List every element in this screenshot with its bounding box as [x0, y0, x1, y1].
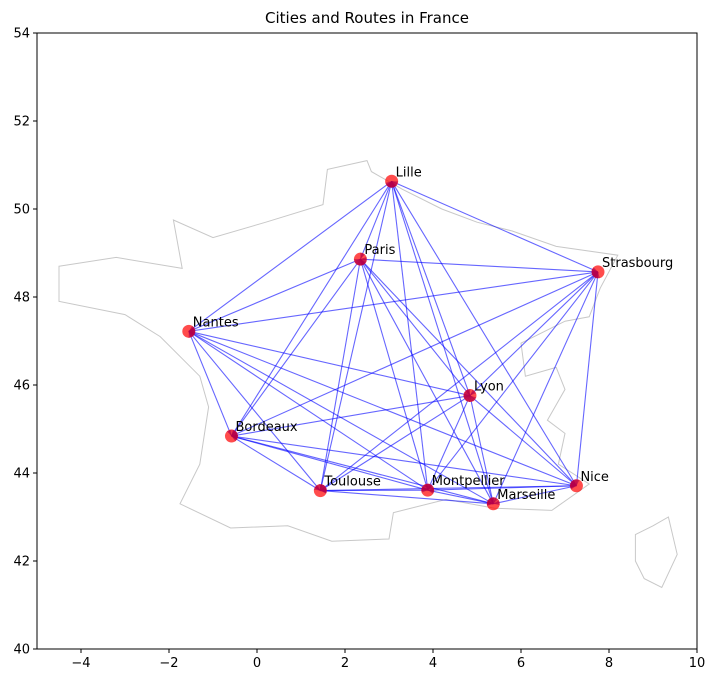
route-line [492, 271, 599, 505]
route-line [188, 180, 392, 332]
route-line [427, 395, 471, 491]
city-point [591, 265, 605, 279]
route-line [469, 271, 599, 396]
route-line [188, 330, 429, 491]
x-tick-label: 0 [253, 656, 261, 671]
plot-area-frame [36, 32, 698, 650]
y-tick-label: 52 [13, 115, 30, 130]
route-line [427, 271, 599, 491]
y-tick-label: 42 [13, 555, 30, 570]
city-point [313, 484, 327, 498]
route-line [360, 258, 577, 487]
route-line [359, 258, 494, 505]
y-tick-label: 44 [13, 467, 30, 482]
x-tick-label: −2 [159, 656, 178, 671]
corsica-polygon [634, 516, 678, 589]
route-line [231, 435, 321, 492]
route-line [427, 489, 494, 505]
route-line [391, 181, 471, 396]
route-line [359, 258, 471, 396]
x-tick-label: 6 [517, 656, 525, 671]
route-line [469, 395, 577, 487]
city-label: Nice [580, 470, 608, 485]
france-outline [58, 160, 678, 589]
chart-title: Cities and Routes in France [265, 9, 469, 27]
route-line [231, 395, 471, 437]
x-tick-label: −4 [71, 656, 90, 671]
x-tick-label: 8 [605, 656, 613, 671]
y-tick-label: 40 [13, 643, 30, 658]
city-point [463, 389, 477, 403]
city-label: Toulouse [323, 475, 381, 490]
route-line [319, 259, 361, 491]
y-tick-label: 54 [13, 27, 30, 42]
route-line [188, 271, 599, 332]
city-point [486, 497, 500, 511]
x-tick-label: 4 [429, 656, 437, 671]
y-tick-label: 48 [13, 291, 30, 306]
route-line [320, 271, 599, 492]
city-point [182, 324, 196, 338]
x-axis: −4 −2 0 2 4 6 8 10 [71, 649, 705, 671]
route-line [391, 180, 599, 273]
route-line [319, 181, 393, 491]
city-point [569, 479, 583, 493]
y-axis: 40 42 44 46 48 50 52 54 [13, 27, 37, 658]
route-line [359, 259, 429, 491]
route-line [360, 258, 599, 273]
route-line [469, 395, 494, 504]
route-line [391, 180, 577, 487]
city-label: Lille [396, 165, 422, 180]
route-line [320, 395, 471, 492]
route-line [188, 330, 577, 487]
x-tick-label: 10 [689, 656, 706, 671]
city-label: Nantes [193, 315, 239, 330]
city-label: Paris [364, 243, 395, 258]
route-line [320, 485, 577, 492]
city-point [353, 252, 367, 266]
route-line [231, 180, 393, 437]
city-point [421, 483, 435, 497]
route-line [359, 181, 393, 260]
city-point [385, 174, 399, 188]
route-line [320, 490, 494, 505]
city-label: Marseille [497, 488, 555, 503]
route-line [231, 435, 494, 505]
route-line [391, 181, 494, 504]
city-label: Strasbourg [602, 256, 673, 271]
city-label: Montpellier [432, 474, 506, 489]
route-line [188, 330, 471, 397]
route-line [231, 258, 361, 437]
routes-layer [188, 180, 600, 506]
route-line [575, 271, 599, 486]
route-line [493, 485, 577, 505]
city-label: Bordeaux [235, 420, 297, 435]
y-tick-label: 50 [13, 203, 30, 218]
city-labels-layer: Lille Paris Strasbourg Nantes Lyon Bordeaux Ni… [193, 165, 673, 503]
x-tick-label: 2 [341, 656, 349, 671]
route-line [188, 258, 361, 332]
y-tick-label: 46 [13, 379, 30, 394]
route-line [188, 331, 232, 437]
route-line [188, 330, 321, 491]
route-line [391, 181, 429, 491]
cities-layer [182, 174, 605, 511]
route-line [231, 271, 599, 437]
city-point [224, 429, 238, 443]
city-label: Lyon [474, 380, 504, 395]
border-polygon [58, 160, 619, 542]
route-line [231, 435, 577, 487]
